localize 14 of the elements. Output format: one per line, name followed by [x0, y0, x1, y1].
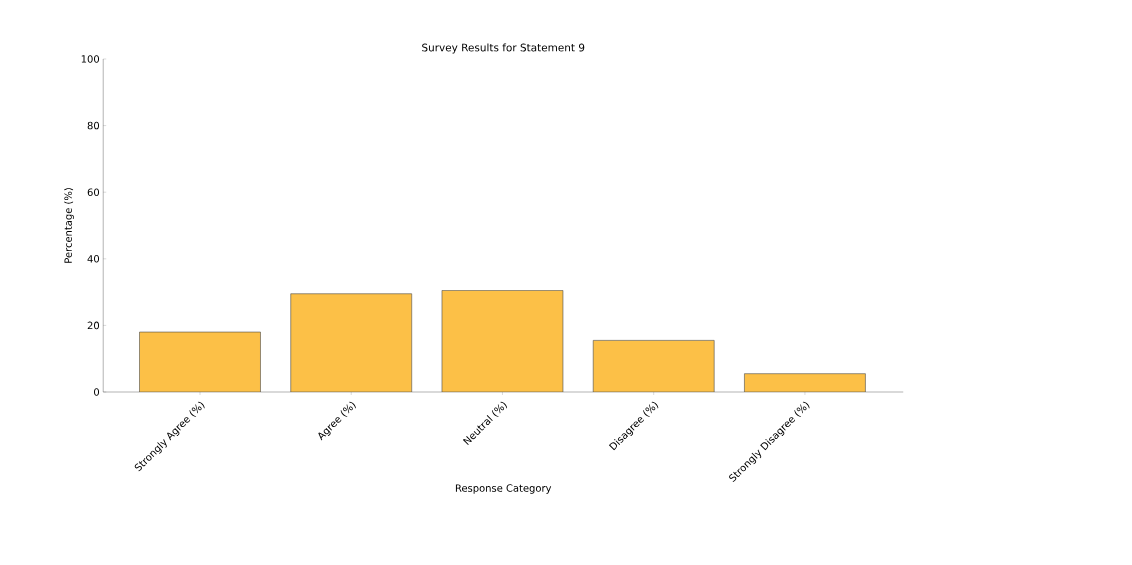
bar	[744, 373, 866, 392]
bar	[290, 293, 413, 392]
y-tick-label: 20	[87, 321, 100, 330]
x-axis-title: Response Category	[455, 484, 552, 494]
bar	[441, 290, 564, 392]
y-tick-label: 40	[87, 255, 100, 263]
y-tick-label: 100	[81, 55, 100, 63]
y-tick-label: 0	[94, 388, 100, 396]
bar	[139, 331, 261, 392]
y-tick-label: 80	[87, 121, 100, 130]
bar	[592, 340, 715, 392]
chart-title: Survey Results for Statement 9	[422, 43, 585, 54]
y-axis-title: Percentage (%)	[64, 188, 74, 263]
y-tick-label: 60	[87, 188, 100, 196]
